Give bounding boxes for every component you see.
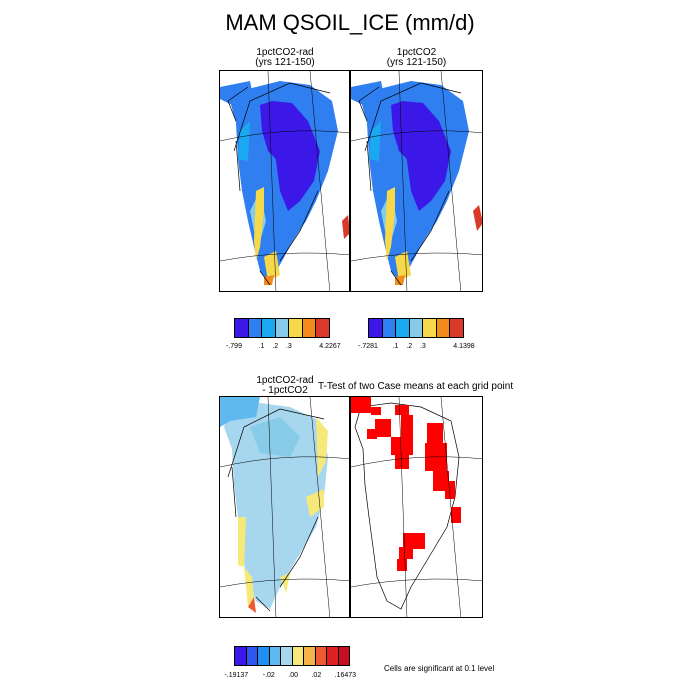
panel-4-title: T-Test of two Case means at each grid po… <box>318 381 514 392</box>
colorbar-swatch <box>409 319 424 337</box>
colorbar-swatch <box>292 647 304 665</box>
greenland-field-1 <box>230 81 338 285</box>
colorbar-swatch <box>269 647 281 665</box>
panel-2-title: 1pctCO2 (yrs 121-150) <box>386 47 447 68</box>
colorbar-swatch <box>289 319 303 337</box>
map-panel-3 <box>219 396 350 618</box>
cb2-tick: .1 <box>392 343 399 350</box>
cb3-tick: .00 <box>288 672 299 679</box>
colorbar-swatch <box>338 647 349 665</box>
significance-note: Cells are significant at 0.1 level <box>384 664 495 673</box>
cb1-tick: .3 <box>285 343 292 350</box>
cb3-tick: .16473 <box>334 672 357 679</box>
panel-3-title: 1pctCO2-rad - 1pctCO2 <box>256 375 314 396</box>
colorbar-3 <box>234 646 350 666</box>
map-panel-1 <box>219 70 350 292</box>
cb2-tick: .3 <box>419 343 426 350</box>
cb2-tick: 4.1398 <box>453 343 475 350</box>
cb1-tick: 4.2267 <box>319 343 341 350</box>
greenland-field-2 <box>361 81 469 285</box>
colorbar-2-ticks: -.7281 .1 .2 .3 4.1398 <box>358 343 475 353</box>
colorbar-swatch <box>382 319 397 337</box>
colorbar-3-ticks: -.19137 -.02 .00 .02 .16473 <box>224 672 356 682</box>
colorbar-swatch <box>316 319 330 337</box>
colorbar-swatch <box>258 647 270 665</box>
colorbar-swatch <box>436 319 451 337</box>
colorbar-1 <box>234 318 330 338</box>
colorbar-swatch <box>302 319 317 337</box>
colorbar-swatch <box>315 647 327 665</box>
figure-title: MAM QSOIL_ICE (mm/d) <box>225 10 475 35</box>
colorbar-swatch <box>235 647 247 665</box>
cb2-tick: .2 <box>406 343 413 350</box>
cb3-tick: -.19137 <box>224 672 249 679</box>
panel-1-title: 1pctCO2-rad (yrs 121-150) <box>255 47 315 68</box>
cb2-tick: -.7281 <box>358 343 378 350</box>
colorbar-swatch <box>246 647 258 665</box>
colorbar-swatch <box>423 319 437 337</box>
colorbar-swatch <box>369 319 383 337</box>
colorbar-swatch <box>262 319 276 337</box>
cb3-tick: .02 <box>311 672 322 679</box>
map-panel-4 <box>350 396 483 618</box>
colorbar-swatch <box>248 319 263 337</box>
colorbar-swatch <box>304 647 316 665</box>
colorbar-1-ticks: -.799 .1 .2 .3 4.2267 <box>226 343 341 353</box>
colorbar-swatch <box>327 647 339 665</box>
cb3-tick: -.02 <box>262 672 275 679</box>
colorbar-swatch <box>450 319 464 337</box>
colorbar-swatch <box>275 319 290 337</box>
cb1-tick: .2 <box>272 343 279 350</box>
cb1-tick: .1 <box>258 343 265 350</box>
map-panel-2 <box>350 70 483 292</box>
colorbar-swatch <box>396 319 410 337</box>
colorbar-swatch <box>281 647 293 665</box>
colorbar-2 <box>368 318 464 338</box>
cb1-tick: -.799 <box>226 343 242 350</box>
greenland-diff-field <box>220 397 328 613</box>
colorbar-swatch <box>235 319 249 337</box>
